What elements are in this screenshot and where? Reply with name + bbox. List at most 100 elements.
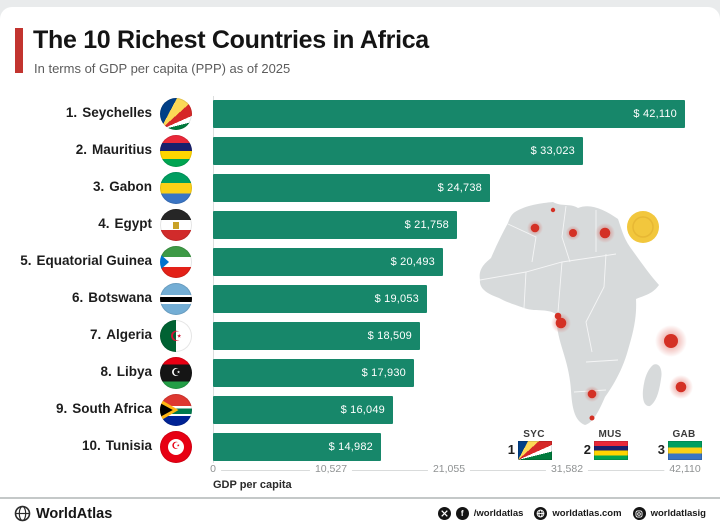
website-text: worldatlas.com: [552, 508, 622, 519]
dot-mauritius: [675, 381, 687, 393]
bar-south-africa: $ 16,049: [213, 396, 393, 424]
title-accent-bar: [15, 28, 23, 73]
country-name: Egypt: [114, 216, 152, 231]
worldatlas-globe-icon: [14, 505, 31, 522]
x-tick: 10,527: [309, 463, 353, 475]
legend-rank: 1: [507, 442, 515, 457]
dot-seychelles: [664, 334, 678, 348]
country-label: 3. Gabon: [0, 179, 152, 194]
bar-value: $ 21,758: [404, 219, 449, 231]
rank-label: 5.: [20, 253, 32, 268]
chart-row: 1. Seychelles $ 42,110: [0, 98, 720, 130]
eqguinea-triangle-emblem: [160, 254, 169, 270]
country-borders: [479, 205, 619, 393]
libya-crescent-emblem: ☪: [171, 367, 181, 379]
dot-gabon: [555, 317, 567, 329]
seychelles-flag-swatch: [518, 441, 552, 460]
instagram-handle: worldatlasig: [650, 508, 706, 519]
axis-zero-line: [213, 96, 214, 466]
country-label: 1. Seychelles: [0, 105, 152, 120]
page-title: The 10 Richest Countries in Africa: [33, 26, 429, 54]
bar-libya: $ 17,930: [213, 359, 414, 387]
country-dots: [527, 207, 693, 421]
chart-row: 8. Libya ☪ $ 17,930: [0, 357, 720, 389]
africa-map: [479, 202, 693, 425]
dot-botswana: [587, 389, 597, 399]
algeria-flag-icon: ☪: [160, 320, 192, 352]
x-tick: 21,055: [427, 463, 471, 475]
brand-name: WorldAtlas: [36, 505, 113, 522]
gabon-flag-icon: [160, 172, 192, 204]
legend-code: SYC: [523, 429, 545, 440]
bar-value: $ 14,982: [328, 441, 373, 453]
brand: WorldAtlas: [14, 505, 112, 522]
country-label: 10. Tunisia: [0, 438, 152, 453]
country-label: 2. Mauritius: [0, 142, 152, 157]
southafrica-triangle-emblem: [160, 399, 179, 421]
x-tick: 42,110: [664, 463, 706, 475]
legend-code: MUS: [598, 429, 622, 440]
chart-row: 9. South Africa $ 16,049: [0, 394, 720, 426]
rank-label: 4.: [98, 216, 110, 231]
chart-row: 10. Tunisia ☪ $ 14,982: [0, 431, 720, 463]
x-tick: 0: [205, 463, 221, 475]
dot-tunisia: [550, 207, 556, 213]
country-label: 7. Algeria: [0, 327, 152, 342]
chart-row: 2. Mauritius $ 33,023: [0, 135, 720, 167]
bar-value: $ 18,509: [367, 330, 412, 342]
bar-value: $ 17,930: [361, 367, 406, 379]
country-name: South Africa: [72, 401, 152, 416]
page-subtitle: In terms of GDP per capita (PPP) as of 2…: [34, 61, 291, 76]
bar-egypt: $ 21,758: [213, 211, 457, 239]
dot-algeria: [530, 223, 540, 233]
rank-label: 1.: [65, 105, 78, 120]
libya-flag-icon: ☪: [160, 357, 192, 389]
legend-code: GAB: [672, 429, 696, 440]
bar-gabon: $ 24,738: [213, 174, 490, 202]
algeria-crescent-emblem: ☪: [169, 328, 183, 344]
bar-tunisia: $ 14,982: [213, 433, 381, 461]
sun-icon-inner: [632, 216, 654, 238]
chart-row: 5. Equatorial Guinea $ 20,493: [0, 246, 720, 278]
rank-label: 8.: [100, 364, 112, 379]
x-tick: 31,582: [545, 463, 589, 475]
seychelles-flag-icon: [160, 98, 192, 130]
rank-label: 2.: [75, 142, 87, 157]
bar-value: $ 33,023: [530, 145, 575, 157]
bar-seychelles: $ 42,110: [213, 100, 685, 128]
social-links: f /worldatlas worldatlas.com worldatlasi…: [437, 507, 706, 520]
bar-equatorial-guinea: $ 20,493: [213, 248, 443, 276]
rank-label: 7.: [89, 327, 102, 342]
bar-algeria: $ 18,509: [213, 322, 420, 350]
footer: WorldAtlas f /worldatlas worldatlas.com …: [0, 499, 720, 530]
legend-rank: 2: [583, 442, 591, 457]
bar-value: $ 19,053: [374, 293, 419, 305]
rank-label: 9.: [55, 401, 68, 416]
dot-south-africa: [589, 415, 595, 421]
chart-row: 4. Egypt $ 21,758: [0, 209, 720, 241]
dot-libya: [569, 229, 577, 237]
south-africa-flag-icon: [160, 394, 192, 426]
bar-value: $ 16,049: [340, 404, 385, 416]
legend-rank: 3: [657, 442, 665, 457]
egypt-eagle-emblem: [173, 222, 179, 229]
country-name: Algeria: [106, 327, 152, 342]
chart-row: 6. Botswana $ 19,053: [0, 283, 720, 315]
mauritius-flag-icon: [160, 135, 192, 167]
facebook-icon: f: [455, 507, 469, 520]
tunisia-flag-icon: ☪: [160, 431, 192, 463]
x-twitter-icon: [437, 507, 451, 520]
country-name: Seychelles: [82, 105, 152, 120]
bar-value: $ 20,493: [390, 256, 435, 268]
rank-label: 10.: [81, 438, 101, 453]
footer-divider: [0, 497, 720, 499]
rank-label: 3.: [92, 179, 105, 194]
country-label: 5. Equatorial Guinea: [0, 253, 152, 268]
country-name: Tunisia: [105, 438, 152, 453]
country-name: Botswana: [88, 290, 152, 305]
country-label: 9. South Africa: [0, 401, 152, 416]
gabon-flag-swatch: [668, 441, 702, 460]
country-label: 4. Egypt: [0, 216, 152, 231]
botswana-flag-icon: [160, 283, 192, 315]
